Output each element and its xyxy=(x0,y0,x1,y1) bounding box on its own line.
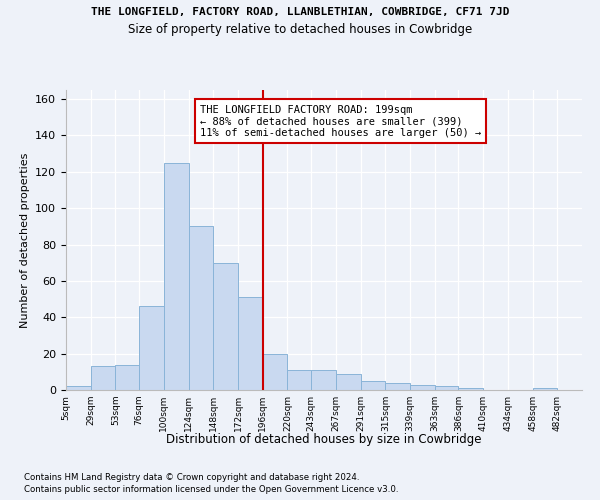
Bar xyxy=(263,354,287,390)
Bar xyxy=(91,366,115,390)
Text: Distribution of detached houses by size in Cowbridge: Distribution of detached houses by size … xyxy=(166,432,482,446)
Bar xyxy=(361,381,385,390)
Bar xyxy=(188,226,213,390)
Text: THE LONGFIELD FACTORY ROAD: 199sqm
← 88% of detached houses are smaller (399)
11: THE LONGFIELD FACTORY ROAD: 199sqm ← 88%… xyxy=(200,104,481,138)
Bar xyxy=(213,262,238,390)
Bar xyxy=(533,388,557,390)
Bar xyxy=(410,384,435,390)
Bar xyxy=(139,306,164,390)
Text: Contains HM Land Registry data © Crown copyright and database right 2024.: Contains HM Land Registry data © Crown c… xyxy=(24,472,359,482)
Y-axis label: Number of detached properties: Number of detached properties xyxy=(20,152,29,328)
Bar xyxy=(115,364,139,390)
Bar xyxy=(385,382,410,390)
Bar xyxy=(311,370,336,390)
Text: THE LONGFIELD, FACTORY ROAD, LLANBLETHIAN, COWBRIDGE, CF71 7JD: THE LONGFIELD, FACTORY ROAD, LLANBLETHIA… xyxy=(91,8,509,18)
Bar xyxy=(66,386,91,390)
Bar xyxy=(435,386,458,390)
Text: Contains public sector information licensed under the Open Government Licence v3: Contains public sector information licen… xyxy=(24,485,398,494)
Text: Size of property relative to detached houses in Cowbridge: Size of property relative to detached ho… xyxy=(128,22,472,36)
Bar xyxy=(336,374,361,390)
Bar xyxy=(238,298,263,390)
Bar xyxy=(458,388,483,390)
Bar xyxy=(164,162,188,390)
Bar xyxy=(287,370,311,390)
